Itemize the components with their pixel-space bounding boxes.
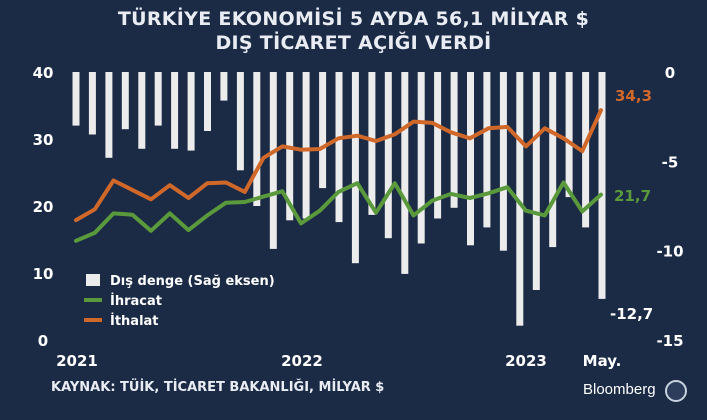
balance-bar [335,72,343,223]
left-axis-tick-label: 0 [38,332,48,350]
right-axis-tick-label: 0 [665,64,675,82]
right-axis-tick-label: -10 [656,243,683,261]
balance-bar [220,72,228,101]
balance-bar [319,72,327,189]
balance-bar [269,72,277,249]
balance-bar [121,72,129,130]
balance-bar [368,72,376,215]
left-axis-tick-label: 40 [33,64,54,82]
right-axis-tick-label: -15 [656,332,683,350]
balance-bar [532,72,540,290]
x-axis-tick-label: 2023 [505,352,547,370]
balance-bar [302,72,310,219]
legend-balance-swatch [86,274,100,286]
left-axis-tick-label: 20 [33,198,54,216]
balance-bar [450,72,458,208]
balance-bar [516,72,524,326]
x-axis-tick-label: May. [583,352,622,370]
export-line [74,180,603,243]
balance-bar [253,72,261,206]
balance-bar [384,72,392,239]
balance-bar [434,72,442,219]
legend-label: Dış denge (Sağ eksen) [110,274,275,289]
balance-bar [171,72,179,149]
bloomberg-ht-logo-icon [665,380,687,402]
x-axis-tick-label: 2021 [56,352,98,370]
balance-bar [72,72,80,126]
left-axis-tick-label: 10 [33,265,54,283]
legend-label: İthalat [110,313,159,329]
chart-title-line-1: TÜRKİYE EKONOMİSİ 5 AYDA 56,1 MİLYAR $ [117,8,590,30]
chart-title-line-2: DIŞ TİCARET AÇIĞI VERDİ [215,32,492,54]
balance-bar [417,72,425,244]
balance-bar [549,72,557,248]
balance-bar [351,72,359,264]
balance-bar [105,72,113,158]
balance-bar [154,72,162,126]
balance-bar [187,72,195,151]
balance-bar [88,72,96,135]
balance-bar [467,72,474,246]
left-axis-tick-label: 30 [33,131,54,149]
balance-bar [582,72,590,228]
source-note: KAYNAK: TÜİK, TİCARET BAKANLIĞI, MİLYAR … [51,380,385,395]
balance-end-label: -12,7 [610,305,653,323]
balance-bar [565,72,573,198]
balance-bar [138,72,146,149]
balance-bar [236,72,244,171]
import-end-label: 34,3 [615,87,652,105]
export-end-label: 21,7 [614,187,651,205]
balance-bar [483,72,491,228]
balance-bar [499,72,507,251]
x-axis-tick-label: 2022 [281,352,323,370]
balance-bar [401,72,409,274]
legend-label: İhracat [110,293,162,309]
brand-name: Bloomberg [583,381,656,398]
import-line [74,108,603,223]
balance-bar [598,72,606,299]
right-axis-tick-label: -5 [662,153,679,171]
balance-bar [204,72,211,131]
